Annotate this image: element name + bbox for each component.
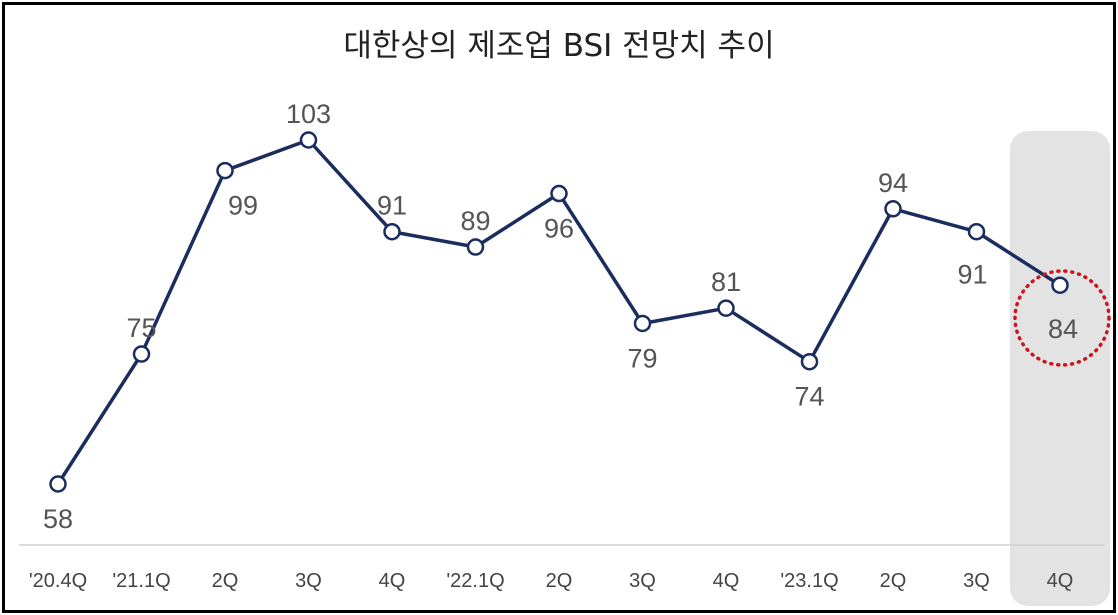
data-label: 79	[627, 343, 657, 373]
data-point	[466, 238, 485, 256]
data-label: 94	[878, 168, 908, 198]
tick-labels-layer: '20.4Q '21.1Q 2Q 3Q 4Q '22.1Q 2Q 3Q 4Q '23.1Q 2Q 3Q…	[29, 570, 1074, 592]
x-tick-label: 4Q	[379, 570, 406, 592]
x-tick-label: 3Q	[629, 570, 656, 592]
data-label: 103	[286, 99, 331, 129]
data-point	[49, 475, 67, 493]
data-point	[717, 299, 735, 317]
data-label: 81	[711, 267, 741, 297]
x-tick-label: 3Q	[963, 570, 990, 592]
x-tick-label: 2Q	[546, 570, 573, 592]
data-label: 75	[126, 313, 156, 343]
data-point	[383, 222, 401, 241]
x-tick-label: '23.1Q	[780, 570, 838, 592]
data-point	[800, 352, 819, 371]
data-label: 91	[377, 191, 407, 221]
x-tick-label: 2Q	[212, 570, 239, 592]
highlight-band	[1010, 131, 1110, 606]
x-tick-label: 3Q	[295, 570, 322, 592]
labels-layer: 58 75 99 103 91 89 96 79 81 74 94 91 84	[43, 99, 1078, 534]
data-point	[132, 345, 151, 363]
data-label: 74	[794, 382, 824, 412]
data-label: 58	[43, 504, 73, 534]
data-label: 96	[544, 214, 574, 244]
data-point	[550, 184, 568, 203]
x-tick-label: 4Q	[713, 570, 740, 592]
data-point	[884, 200, 902, 218]
data-label: 84	[1048, 314, 1078, 344]
chart-title: 대한상의 제조업 BSI 전망치 추이	[343, 28, 774, 64]
data-label: 99	[228, 191, 258, 221]
bsi-line-chart: 대한상의 제조업 BSI 전망치 추이 58 75 99 103 91 89 96 79 81 7…	[19, 28, 1111, 606]
data-point	[299, 131, 318, 149]
x-tick-label: '20.4Q	[29, 570, 87, 592]
x-tick-label: '22.1Q	[446, 570, 504, 592]
x-tick-label: 2Q	[880, 570, 907, 592]
series-layer	[49, 131, 1069, 493]
x-tick-label: 4Q	[1047, 570, 1074, 592]
data-point	[633, 314, 652, 333]
x-tick-label: '21.1Q	[112, 570, 170, 592]
data-label: 89	[460, 206, 490, 236]
data-point	[1051, 276, 1069, 294]
data-point	[216, 161, 234, 180]
highlight-circle	[1013, 269, 1111, 367]
data-label: 91	[957, 260, 987, 290]
data-point	[967, 222, 986, 241]
